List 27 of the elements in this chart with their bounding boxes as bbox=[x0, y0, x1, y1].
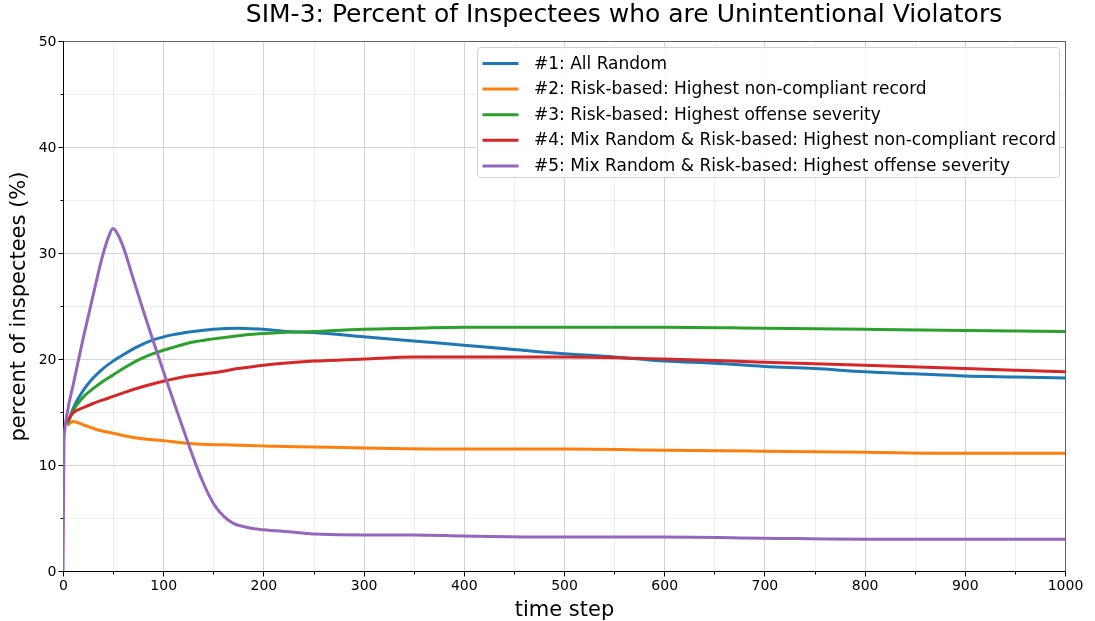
x-tick-label: 400 bbox=[450, 576, 478, 593]
y-tick-label: 50 bbox=[38, 32, 57, 49]
x-tick-label: 0 bbox=[59, 576, 68, 593]
x-tick-label: 800 bbox=[851, 576, 879, 593]
legend-label: #3: Risk-based: Highest offense severity bbox=[534, 103, 881, 124]
x-tick-label: 500 bbox=[551, 576, 578, 593]
y-tick-label: 40 bbox=[38, 138, 57, 155]
x-tick-label: 100 bbox=[150, 576, 178, 593]
x-axis-title: time step bbox=[514, 596, 615, 621]
y-tick-label: 10 bbox=[38, 456, 57, 473]
legend-label: #5: Mix Random & Risk-based: Highest offense severity bbox=[534, 154, 1011, 175]
x-tick-label: 900 bbox=[951, 576, 979, 593]
legend-label: #2: Risk-based: Highest non-compliant record bbox=[534, 78, 927, 99]
line-series bbox=[66, 355, 1065, 422]
x-tick-label: 300 bbox=[350, 576, 378, 593]
y-tick-label: 20 bbox=[38, 350, 57, 367]
chart-title: SIM-3: Percent of Inspectees who are Unintentional Violators bbox=[245, 0, 1003, 28]
y-axis-title: percent of inspectees (%) bbox=[5, 171, 30, 442]
x-tick-label: 200 bbox=[250, 576, 278, 593]
y-tick-label: 30 bbox=[38, 244, 57, 261]
legend-label: #4: Mix Random & Risk-based: Highest non-compliant record bbox=[534, 129, 1056, 150]
x-tick-label: 700 bbox=[751, 576, 779, 593]
y-tick-label: 0 bbox=[47, 562, 57, 579]
x-tick-label: 600 bbox=[651, 576, 679, 593]
line-series bbox=[66, 420, 1065, 455]
x-tick-label: 1000 bbox=[1047, 576, 1084, 593]
legend-label: #1: All Random bbox=[534, 52, 668, 73]
